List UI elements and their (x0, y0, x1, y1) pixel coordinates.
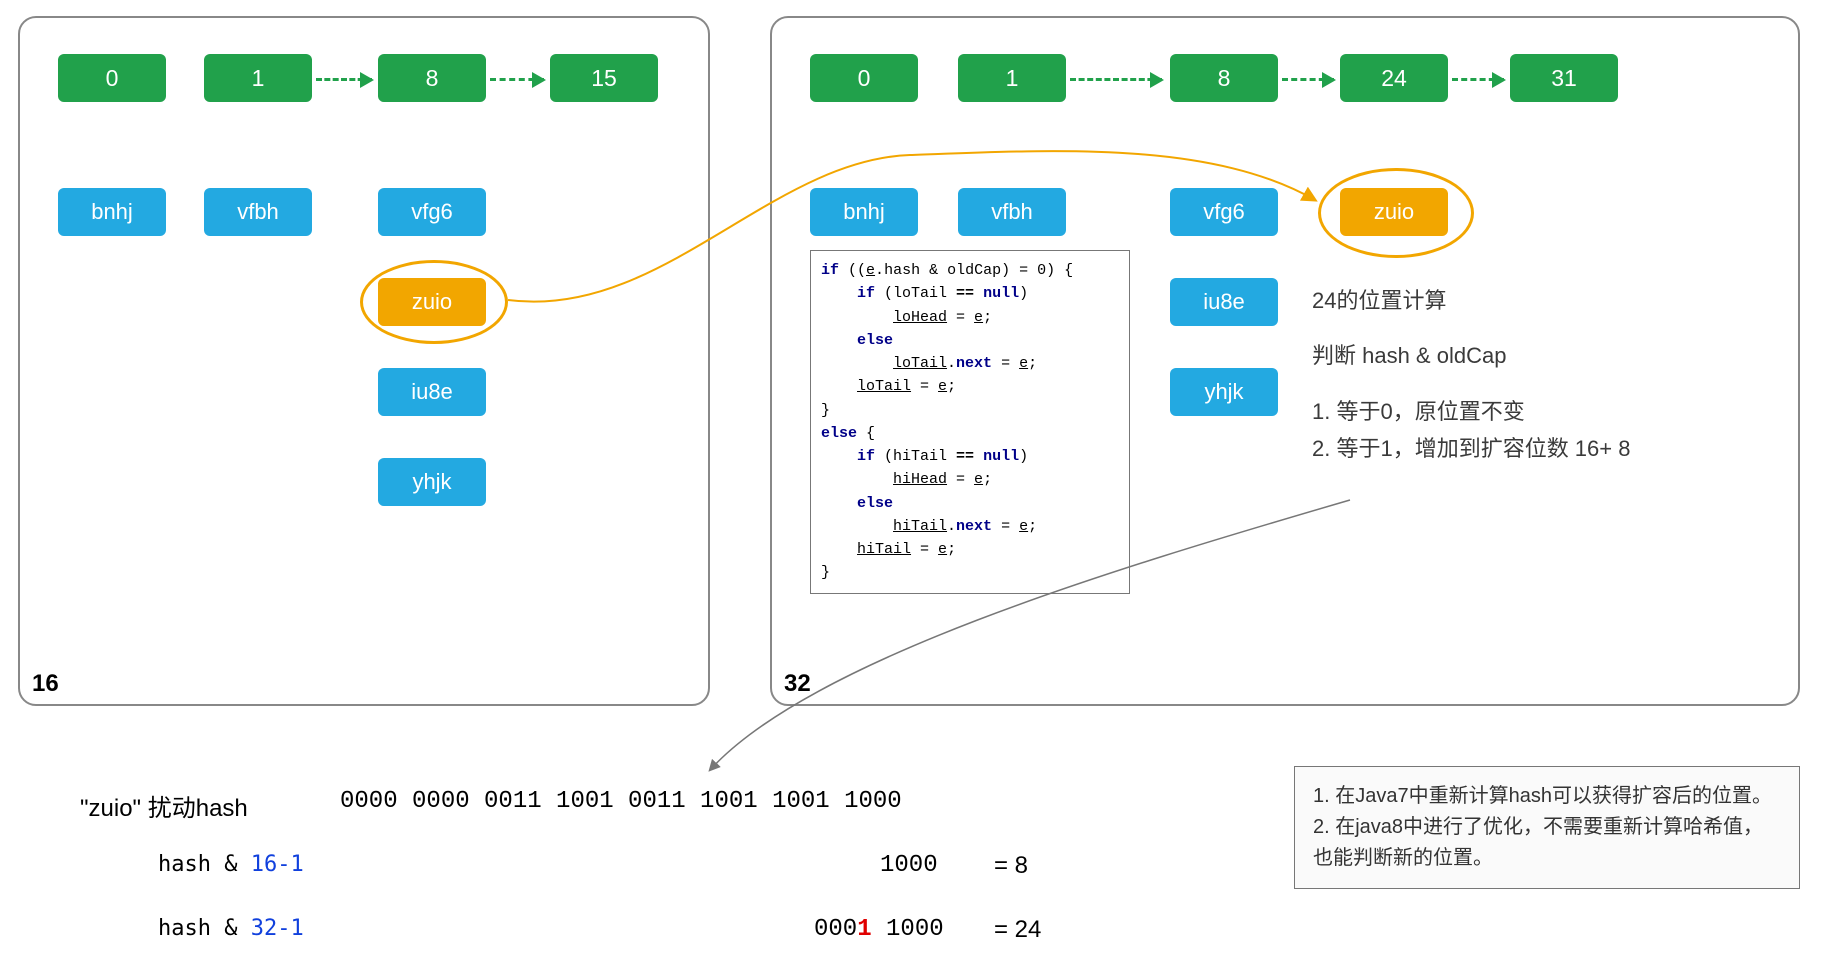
slot-label: vfg6 (1203, 199, 1245, 225)
bits-row1-label: hash & 16-1 (158, 852, 304, 877)
anno-block: 24的位置计算 判断 hash & oldCap 1. 等于0，原位置不变 2.… (1312, 282, 1792, 468)
left-arrow-8-15 (490, 78, 544, 81)
slot-label: vfg6 (411, 199, 453, 225)
left-idx-1: 1 (204, 54, 312, 102)
bits-row2-prefix: hash & (158, 916, 251, 941)
slot-label: 8 (426, 65, 439, 92)
right-idx-2: 8 (1170, 54, 1278, 102)
slot-label: iu8e (1203, 289, 1245, 315)
anno-subtitle: 判断 hash & oldCap (1312, 337, 1792, 374)
right-node-zuio: zuio (1340, 188, 1448, 236)
note-line-2: 2. 在java8中进行了优化，不需要重新计算哈希值，也能判断新的位置。 (1313, 812, 1781, 874)
slot-label: 15 (591, 65, 617, 92)
diagram-canvas: 16 0 1 8 15 bnhj vfbh vfg6 zuio iu8e yhj… (10, 10, 1816, 958)
slot-label: bnhj (843, 199, 885, 225)
slot-label: 1 (1006, 65, 1019, 92)
left-node-zuio: zuio (378, 278, 486, 326)
bits-row2-hl: 1 (857, 916, 871, 943)
slot-label: vfbh (991, 199, 1033, 225)
right-idx-0: 0 (810, 54, 918, 102)
bits-row2-eq: = 24 (994, 916, 1041, 944)
right-node-yhjk: yhjk (1170, 368, 1278, 416)
bits-hash: 0000 0000 0011 1001 0011 1001 1001 1000 (340, 788, 902, 815)
slot-label: zuio (1374, 199, 1414, 225)
bits-row1-val: 16-1 (251, 852, 304, 877)
slot-label: iu8e (411, 379, 453, 405)
slot-label: 24 (1381, 65, 1407, 92)
right-arrow-24-31 (1452, 78, 1504, 81)
right-arrow-8-24 (1282, 78, 1334, 81)
bits-row1-eq: = 8 (994, 852, 1028, 880)
anno-item-2: 2. 等于1，增加到扩容位数 16+ 8 (1312, 430, 1792, 467)
panel-left-capacity: 16 (32, 670, 59, 698)
slot-label: 0 (858, 65, 871, 92)
bits-row2-post: 1000 (872, 916, 944, 943)
slot-label: vfbh (237, 199, 279, 225)
bits-row1-bits: 1000 (880, 852, 938, 879)
note-box: 1. 在Java7中重新计算hash可以获得扩容后的位置。 2. 在java8中… (1294, 766, 1800, 889)
slot-label: 31 (1551, 65, 1577, 92)
left-arrow-1-8 (316, 78, 372, 81)
bits-row2-pre: 000 (814, 916, 857, 943)
bits-row2-val: 32-1 (251, 916, 304, 941)
bits-zuio-label: "zuio" 扰动hash (80, 788, 248, 823)
left-node-iu8e: iu8e (378, 368, 486, 416)
code-block: if ((e.hash & oldCap) = 0) { if (loTail … (810, 250, 1130, 594)
slot-label: bnhj (91, 199, 133, 225)
slot-label: yhjk (1204, 379, 1243, 405)
slot-label: zuio (412, 289, 452, 315)
slot-label: 0 (106, 65, 119, 92)
panel-left: 16 (18, 16, 710, 706)
right-idx-3: 24 (1340, 54, 1448, 102)
left-node-bnhj: bnhj (58, 188, 166, 236)
slot-label: yhjk (412, 469, 451, 495)
right-idx-1: 1 (958, 54, 1066, 102)
slot-label: 8 (1218, 65, 1231, 92)
right-node-bnhj: bnhj (810, 188, 918, 236)
left-node-vfg6: vfg6 (378, 188, 486, 236)
right-arrow-1-8 (1070, 78, 1162, 81)
right-node-vfg6: vfg6 (1170, 188, 1278, 236)
panel-right-capacity: 32 (784, 670, 811, 698)
right-idx-4: 31 (1510, 54, 1618, 102)
anno-item-1: 1. 等于0，原位置不变 (1312, 393, 1792, 430)
anno-title: 24的位置计算 (1312, 282, 1792, 319)
note-line-1: 1. 在Java7中重新计算hash可以获得扩容后的位置。 (1313, 781, 1781, 812)
bits-row2-bits: 0001 1000 (814, 916, 944, 943)
left-idx-0: 0 (58, 54, 166, 102)
slot-label: 1 (252, 65, 265, 92)
left-idx-2: 8 (378, 54, 486, 102)
left-idx-3: 15 (550, 54, 658, 102)
right-node-iu8e: iu8e (1170, 278, 1278, 326)
left-node-vfbh: vfbh (204, 188, 312, 236)
bits-row1-prefix: hash & (158, 852, 251, 877)
left-node-yhjk: yhjk (378, 458, 486, 506)
right-node-vfbh: vfbh (958, 188, 1066, 236)
bits-row2-label: hash & 32-1 (158, 916, 304, 941)
